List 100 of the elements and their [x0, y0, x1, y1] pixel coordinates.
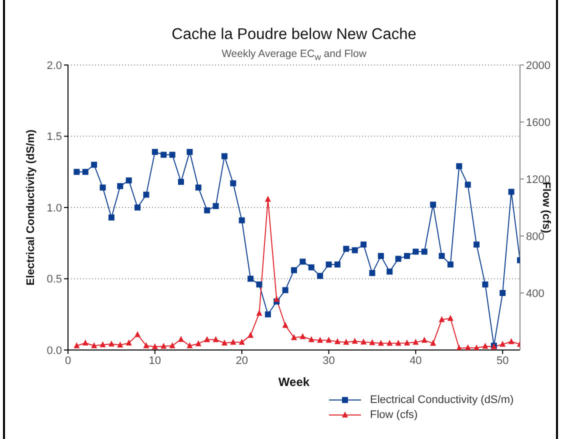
point — [248, 332, 254, 338]
point — [447, 314, 454, 321]
point — [386, 268, 393, 275]
x-axis-title: Week — [278, 375, 310, 389]
point — [212, 203, 219, 210]
point — [152, 148, 158, 155]
point — [456, 163, 462, 170]
y-tick-label: 0.5 — [46, 274, 62, 286]
y2-axis-title: Flow (cfs) — [540, 182, 552, 234]
point — [438, 316, 445, 322]
point — [343, 246, 350, 252]
chart-subtitle: Weekly Average EC$_{w}$ and Flow — [220, 48, 368, 62]
point — [508, 188, 514, 195]
point — [404, 252, 410, 259]
point — [126, 340, 132, 346]
point — [178, 336, 184, 342]
point — [412, 248, 419, 255]
point — [160, 342, 167, 349]
point — [395, 340, 402, 346]
legend-label: Flow (cfs) — [370, 408, 418, 420]
point — [404, 340, 410, 346]
point — [386, 340, 393, 346]
point — [282, 287, 288, 294]
point — [143, 192, 150, 198]
point — [91, 162, 98, 168]
point — [169, 152, 176, 158]
point — [343, 338, 350, 345]
point — [134, 331, 141, 338]
point — [178, 178, 184, 185]
point — [108, 340, 114, 347]
point — [369, 339, 376, 346]
point — [186, 148, 193, 155]
point — [282, 322, 288, 328]
y2-tick-label: 400 — [526, 288, 544, 300]
point — [238, 217, 245, 224]
point — [186, 342, 193, 348]
y2-tick-label: 2000 — [526, 60, 550, 72]
point — [100, 341, 106, 348]
point — [152, 343, 158, 350]
point — [126, 177, 132, 184]
point — [464, 344, 471, 350]
x-tick-label: 0 — [64, 354, 72, 367]
point — [430, 202, 436, 208]
y-tick-label: 1.5 — [46, 131, 62, 144]
point — [238, 338, 245, 345]
point — [334, 338, 340, 344]
point — [508, 338, 514, 344]
y-tick-label: 2.0 — [46, 60, 62, 72]
point — [352, 247, 358, 254]
point — [230, 180, 236, 186]
point — [378, 340, 384, 346]
point — [195, 340, 202, 346]
point — [82, 340, 88, 346]
point — [464, 182, 471, 188]
point — [438, 252, 445, 259]
point — [326, 336, 332, 343]
point — [308, 264, 314, 270]
point — [82, 168, 88, 175]
point — [500, 290, 506, 296]
y-tick-label: 1.0 — [46, 202, 62, 214]
point — [369, 270, 376, 276]
point — [412, 338, 419, 345]
point — [430, 340, 436, 346]
x-tick-label: 30 — [322, 354, 335, 367]
point — [108, 214, 114, 220]
point — [352, 338, 358, 344]
point — [317, 272, 324, 279]
point — [360, 338, 367, 345]
point — [117, 342, 124, 348]
point — [395, 256, 402, 262]
chart-title: Cache la Poudre below New Cache — [170, 26, 418, 44]
point — [204, 207, 210, 214]
point — [300, 258, 306, 265]
point — [221, 153, 228, 160]
point — [291, 334, 297, 340]
point — [291, 267, 297, 274]
point — [264, 196, 271, 202]
point — [326, 262, 332, 268]
point — [100, 184, 106, 191]
point — [74, 342, 80, 348]
x-tick-label: 10 — [148, 354, 162, 367]
point — [169, 342, 176, 348]
point — [360, 242, 367, 248]
point — [256, 281, 262, 288]
point — [221, 340, 228, 346]
point — [195, 184, 202, 191]
x-tick-label: 40 — [410, 354, 422, 367]
point — [474, 344, 480, 350]
y-axis-title: Electrical Conductivity (dS/m) — [24, 129, 37, 286]
point — [317, 336, 324, 343]
point — [248, 276, 254, 282]
point — [160, 152, 167, 158]
point — [482, 281, 488, 288]
point — [74, 168, 80, 175]
point — [143, 342, 150, 348]
point — [264, 311, 271, 318]
point — [474, 242, 480, 248]
point — [334, 262, 340, 268]
point — [274, 296, 280, 302]
point — [447, 262, 454, 268]
